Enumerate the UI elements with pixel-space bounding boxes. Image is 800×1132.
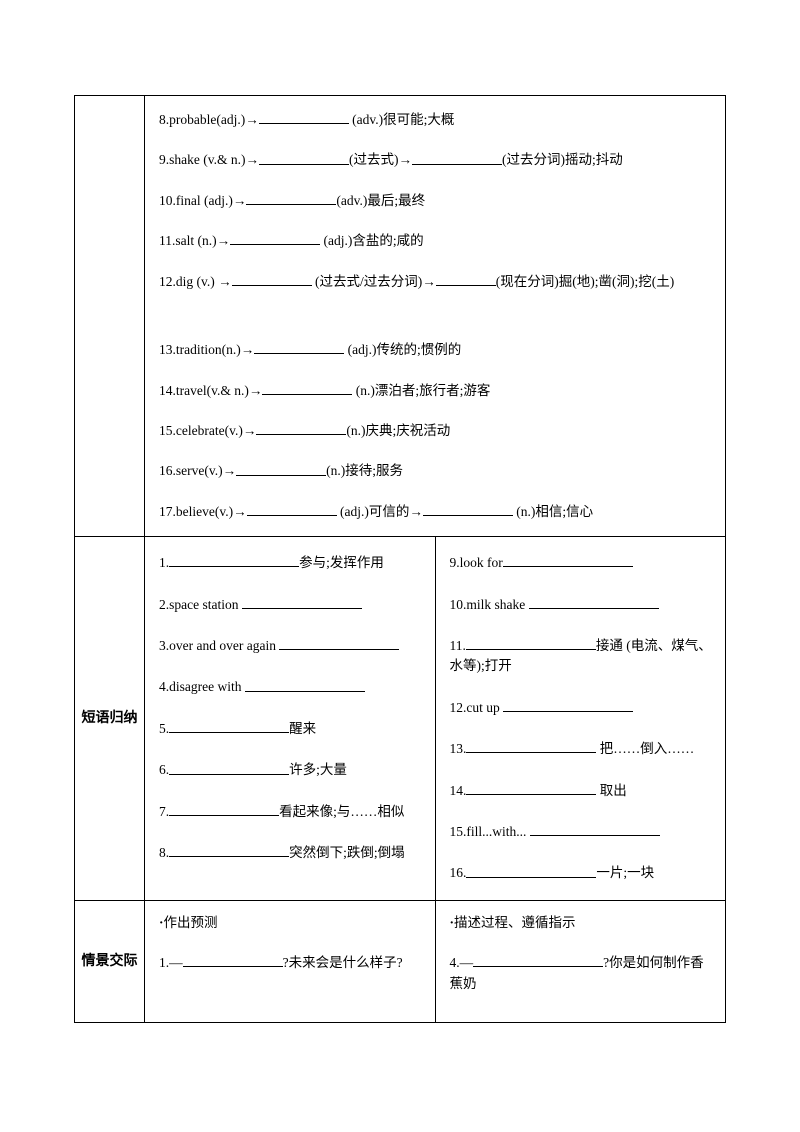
row1-label-cell	[75, 96, 145, 537]
blank[interactable]	[254, 340, 344, 354]
row2-left: 1.参与;发挥作用 2.space station 3.over and over…	[145, 537, 436, 900]
word-forms-row: 8.probable(adj.)→ (adv.)很可能;大概 9.shake (v…	[75, 96, 726, 537]
blank[interactable]	[423, 502, 513, 516]
blank[interactable]	[473, 953, 603, 967]
word-item: 16.serve(v.)→(n.)接待;服务	[159, 461, 715, 481]
blank[interactable]	[466, 739, 596, 753]
phrase-item: 7.看起来像;与……相似	[159, 802, 425, 822]
word-item: 10.final (adj.)→(adv.)最后;最终	[159, 191, 715, 211]
phrase-item: 16.一片;一块	[450, 863, 716, 883]
blank[interactable]	[503, 698, 633, 712]
word-item: 17.believe(v.)→ (adj.)可信的→ (n.)相信;信心	[159, 502, 715, 522]
blank[interactable]	[530, 822, 660, 836]
blank[interactable]	[466, 863, 596, 877]
phrase-item: 12.cut up	[450, 698, 716, 718]
blank[interactable]	[412, 150, 502, 164]
r3-left-title: 作出预测	[164, 915, 218, 930]
word-item: 12.dig (v.) → (过去式/过去分词)→(现在分词)掘(地);凿(洞)…	[159, 272, 715, 292]
blank[interactable]	[169, 843, 289, 857]
phrase-item: 5.醒来	[159, 719, 425, 739]
r3-right-q: 4.—?你是如何制作香蕉奶	[450, 953, 716, 994]
word-item: 11.salt (n.)→ (adj.)含盐的;咸的	[159, 231, 715, 251]
row1-content: 8.probable(adj.)→ (adv.)很可能;大概 9.shake (v…	[145, 96, 726, 537]
blank[interactable]	[183, 953, 283, 967]
row2-label: 短语归纳	[75, 537, 145, 901]
blank[interactable]	[529, 595, 659, 609]
r3-right-title: 描述过程、遵循指示	[454, 915, 576, 930]
row3-right: ·描述过程、遵循指示 4.—?你是如何制作香蕉奶	[436, 901, 726, 1022]
dialogue-row: 情景交际 ·作出预测 1.—?未来会是什么样子? ·描述过程、遵循指示 4.—?…	[75, 900, 726, 1022]
blank[interactable]	[436, 272, 496, 286]
phrase-item: 2.space station	[159, 595, 425, 615]
r3-left-q: 1.—?未来会是什么样子?	[159, 953, 425, 973]
phrases-row: 短语归纳 1.参与;发挥作用 2.space station 3.over and…	[75, 537, 726, 901]
phrase-item: 10.milk shake	[450, 595, 716, 615]
blank[interactable]	[242, 595, 362, 609]
blank[interactable]	[245, 677, 365, 691]
phrase-item: 9.look for	[450, 553, 716, 573]
word-item: 8.probable(adj.)→ (adv.)很可能;大概	[159, 110, 715, 130]
blank[interactable]	[262, 381, 352, 395]
blank[interactable]	[246, 191, 336, 205]
blank[interactable]	[279, 636, 399, 650]
word-item: 15.celebrate(v.)→(n.)庆典;庆祝活动	[159, 421, 715, 441]
phrase-item: 13. 把……倒入……	[450, 739, 716, 759]
worksheet-table: 8.probable(adj.)→ (adv.)很可能;大概 9.shake (v…	[74, 95, 726, 1023]
blank[interactable]	[256, 421, 346, 435]
blank[interactable]	[466, 781, 596, 795]
row3-label: 情景交际	[75, 900, 145, 1022]
blank[interactable]	[169, 802, 279, 816]
phrase-item: 6.许多;大量	[159, 760, 425, 780]
row2-content: 1.参与;发挥作用 2.space station 3.over and over…	[145, 537, 726, 901]
phrase-item: 11.接通 (电流、煤气、水等);打开	[450, 636, 716, 677]
row3-left: ·作出预测 1.—?未来会是什么样子?	[145, 901, 436, 1022]
row3-content: ·作出预测 1.—?未来会是什么样子? ·描述过程、遵循指示 4.—?你是如何制…	[145, 900, 726, 1022]
phrase-item: 3.over and over again	[159, 636, 425, 656]
blank[interactable]	[230, 231, 320, 245]
blank[interactable]	[169, 553, 299, 567]
row2-right: 9.look for 10.milk shake 11.接通 (电流、煤气、水等)…	[436, 537, 726, 900]
blank[interactable]	[169, 719, 289, 733]
blank[interactable]	[232, 272, 312, 286]
phrase-item: 15.fill...with...	[450, 822, 716, 842]
word-item: 9.shake (v.& n.)→(过去式)→(过去分词)摇动;抖动	[159, 150, 715, 170]
blank[interactable]	[259, 110, 349, 124]
blank[interactable]	[247, 502, 337, 516]
phrase-item: 1.参与;发挥作用	[159, 553, 425, 573]
blank[interactable]	[236, 461, 326, 475]
blank[interactable]	[259, 150, 349, 164]
blank[interactable]	[503, 553, 633, 567]
blank[interactable]	[169, 760, 289, 774]
phrase-item: 4.disagree with	[159, 677, 425, 697]
blank[interactable]	[466, 636, 596, 650]
word-item: 13.tradition(n.)→ (adj.)传统的;惯例的	[159, 340, 715, 360]
phrase-item: 14. 取出	[450, 781, 716, 801]
phrase-item: 8.突然倒下;跌倒;倒塌	[159, 843, 425, 863]
word-item: 14.travel(v.& n.)→ (n.)漂泊者;旅行者;游客	[159, 381, 715, 401]
